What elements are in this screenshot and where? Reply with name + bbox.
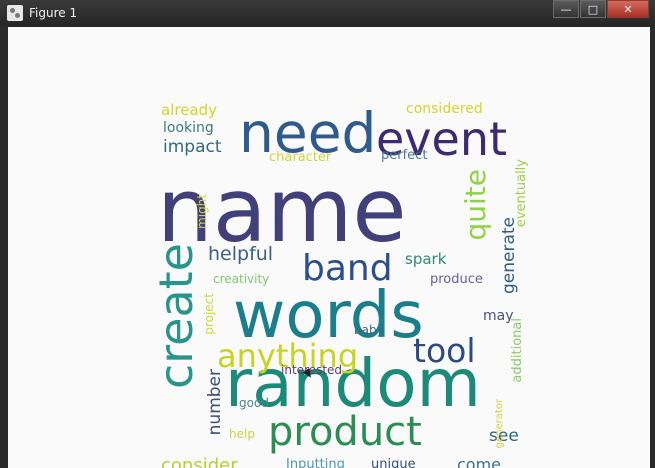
word-considered: considered — [406, 101, 483, 117]
word-create: create — [149, 243, 203, 390]
word-see: see — [489, 426, 519, 446]
word-produce: produce — [430, 272, 483, 287]
word-product: product — [268, 409, 422, 455]
window-titlebar[interactable]: Figure 1 — □ ✕ — [0, 0, 655, 26]
word-might: might — [195, 194, 209, 229]
word-anything: anything — [217, 337, 359, 375]
word-additional: additional — [510, 318, 525, 383]
word-quite: quite — [459, 169, 492, 241]
word-consider: consider — [161, 455, 238, 468]
word-tool: tool — [413, 331, 476, 370]
word-number: number — [205, 369, 225, 436]
word-interested: interested — [281, 363, 343, 377]
word-looking: looking — [163, 120, 214, 136]
word-generator: generator — [494, 399, 505, 449]
word-inputting: Inputting — [286, 457, 345, 468]
minimize-button[interactable]: — — [553, 0, 579, 18]
wordcloud: name need event words random product ban… — [149, 89, 531, 468]
figure-app-icon — [7, 5, 23, 21]
word-spark: spark — [405, 250, 447, 268]
word-good: good — [239, 396, 269, 410]
word-already: already — [161, 101, 218, 119]
word-baby: baby — [354, 323, 384, 337]
word-creativity: creativity — [213, 272, 270, 286]
window-title: Figure 1 — [29, 6, 78, 20]
window-controls: — □ ✕ — [552, 0, 649, 20]
maximize-button[interactable]: □ — [580, 0, 606, 18]
word-help: help — [229, 427, 255, 441]
close-button[interactable]: ✕ — [607, 0, 649, 18]
word-come: come — [457, 455, 502, 468]
word-random: random — [225, 345, 481, 422]
word-character: character — [269, 150, 332, 165]
word-words: words — [233, 279, 424, 353]
word-helpful: helpful — [208, 243, 274, 265]
word-perfect: perfect — [381, 148, 428, 163]
word-may: may — [483, 308, 514, 324]
word-need: need — [239, 101, 377, 165]
word-project: project — [202, 293, 216, 335]
word-unique: unique — [371, 457, 416, 468]
word-band: band — [302, 248, 393, 289]
word-name: name — [157, 159, 407, 262]
figure-canvas: name need event words random product ban… — [8, 27, 650, 468]
word-event: event — [376, 112, 508, 166]
word-generate: generate — [499, 217, 519, 295]
word-impact: impact — [163, 137, 222, 157]
